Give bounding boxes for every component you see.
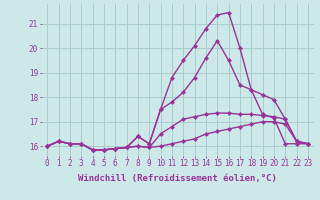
X-axis label: Windchill (Refroidissement éolien,°C): Windchill (Refroidissement éolien,°C) bbox=[78, 174, 277, 183]
